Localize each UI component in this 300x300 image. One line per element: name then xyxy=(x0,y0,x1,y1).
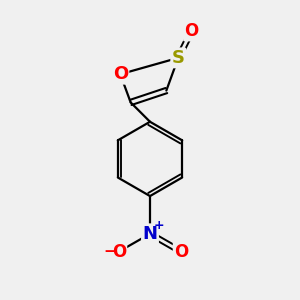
Text: N: N xyxy=(142,225,158,243)
Text: O: O xyxy=(112,243,126,261)
Text: O: O xyxy=(184,22,199,40)
Text: −: − xyxy=(103,244,116,259)
Text: O: O xyxy=(174,243,188,261)
Text: O: O xyxy=(113,65,128,83)
Text: +: + xyxy=(154,219,164,232)
Text: S: S xyxy=(172,49,185,67)
